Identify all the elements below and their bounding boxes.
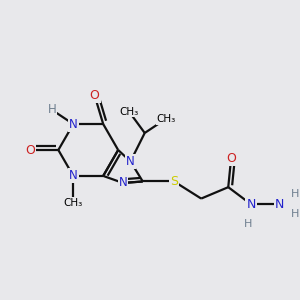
- Text: CH₃: CH₃: [119, 106, 139, 117]
- Text: CH₃: CH₃: [64, 198, 83, 208]
- Text: H: H: [291, 189, 299, 199]
- Text: CH₃: CH₃: [157, 114, 176, 124]
- Text: O: O: [25, 143, 35, 157]
- Text: H: H: [48, 103, 56, 116]
- Text: N: N: [275, 198, 284, 211]
- Text: H: H: [291, 209, 299, 219]
- Text: N: N: [246, 198, 256, 211]
- Text: H: H: [244, 219, 252, 229]
- Text: S: S: [170, 175, 178, 188]
- Text: N: N: [126, 155, 135, 168]
- Text: N: N: [69, 118, 78, 130]
- Text: O: O: [90, 89, 100, 102]
- Text: N: N: [118, 176, 127, 190]
- Text: O: O: [226, 152, 236, 165]
- Text: N: N: [69, 169, 78, 182]
